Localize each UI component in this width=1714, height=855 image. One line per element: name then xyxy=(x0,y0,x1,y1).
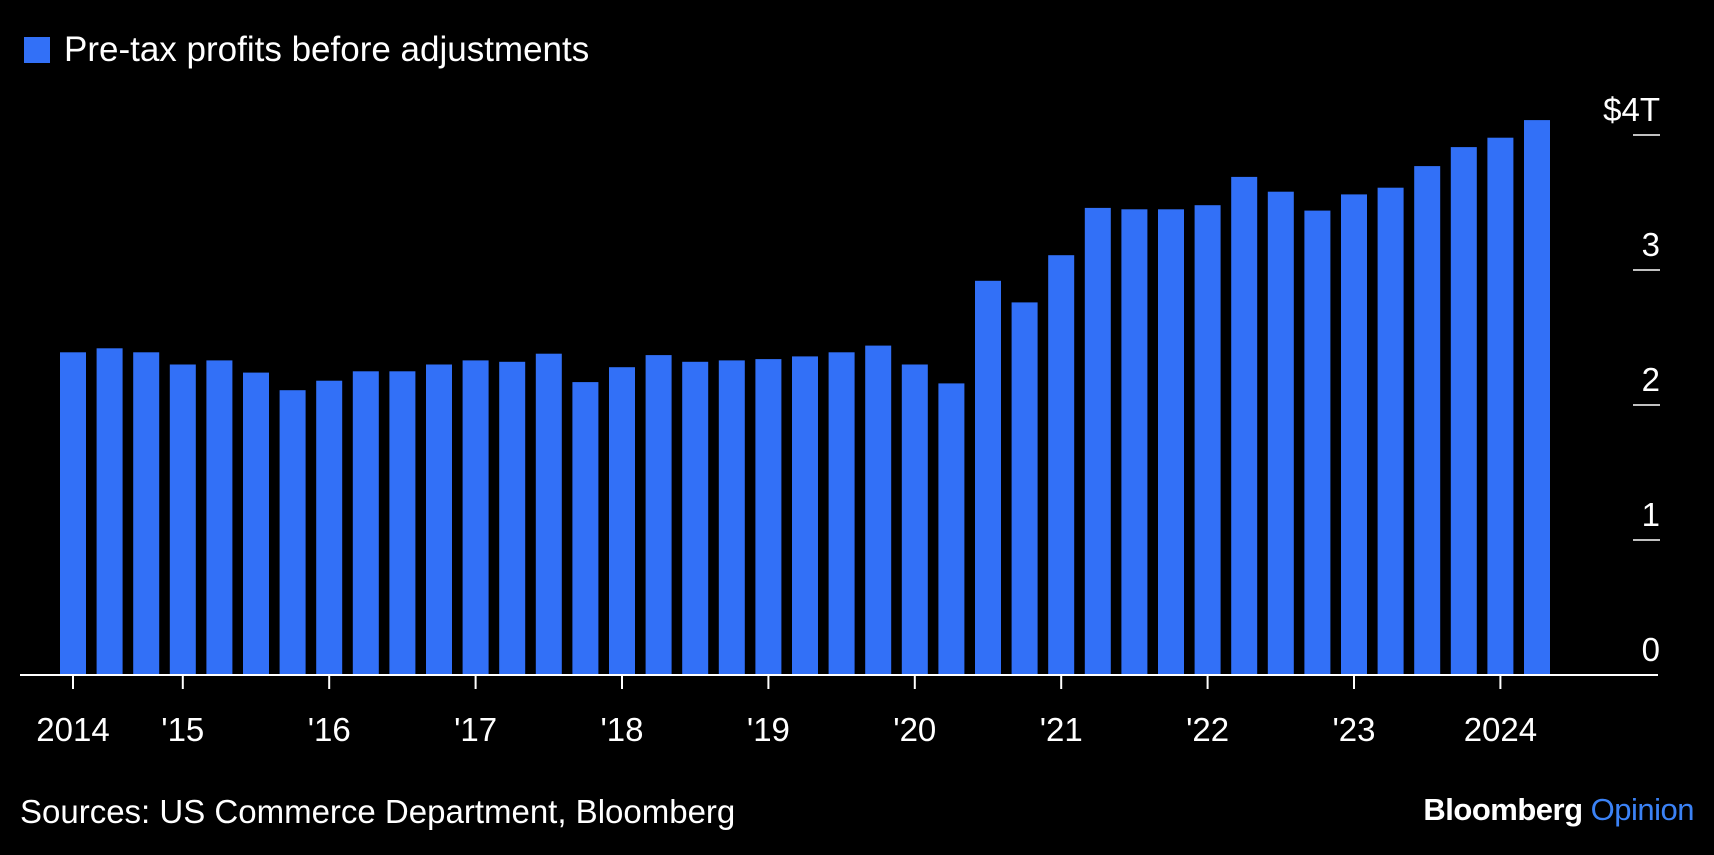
bar-14 xyxy=(572,382,599,675)
bar-5 xyxy=(243,372,269,675)
x-tick-label-2: '16 xyxy=(308,711,351,748)
y-tick-label-0: 0 xyxy=(1642,631,1660,668)
bar-19 xyxy=(755,359,782,675)
bar-34 xyxy=(1304,210,1331,675)
bar-21 xyxy=(828,352,855,675)
legend: Pre-tax profits before adjustments xyxy=(24,30,589,70)
bar-11 xyxy=(462,360,489,675)
bar-30 xyxy=(1158,209,1184,676)
bar-35 xyxy=(1341,194,1367,675)
bar-27 xyxy=(1048,255,1075,675)
y-tick-label-3: 3 xyxy=(1642,226,1660,263)
x-tick-label-5: '19 xyxy=(747,711,790,748)
bar-23 xyxy=(901,364,928,675)
brand-opinion: Opinion xyxy=(1590,792,1695,827)
bar-8 xyxy=(352,371,379,676)
bar-24 xyxy=(938,383,965,675)
brand-bloomberg: Bloomberg xyxy=(1423,792,1583,827)
brand-logo: Bloomberg Opinion xyxy=(1423,792,1694,828)
bar-13 xyxy=(535,353,562,675)
x-tick-label-10: 2024 xyxy=(1464,711,1537,748)
bar-15 xyxy=(609,367,635,675)
bar-40 xyxy=(1524,120,1550,676)
bar-1 xyxy=(96,348,123,675)
x-tick-label-9: '23 xyxy=(1332,711,1375,748)
bar-4 xyxy=(206,360,233,675)
x-tick-labels: 2014 '15 '16 '17 '18 '19 '20 '21 '22 '23 2024 xyxy=(36,675,1537,748)
bar-25 xyxy=(975,280,1001,675)
bar-12 xyxy=(499,361,526,675)
bar-7 xyxy=(316,380,343,675)
y-tick-label-1: 1 xyxy=(1642,496,1660,533)
bar-32 xyxy=(1231,176,1258,675)
y-tick-labels: 0 1 2 3 $4T xyxy=(1603,91,1660,668)
x-tick-label-6: '20 xyxy=(893,711,936,748)
bars xyxy=(60,120,1550,676)
bar-17 xyxy=(682,361,709,675)
x-tick-label-1: '15 xyxy=(161,711,204,748)
bar-2 xyxy=(133,352,160,675)
bar-39 xyxy=(1487,137,1514,675)
bar-33 xyxy=(1267,191,1294,675)
x-tick-label-7: '21 xyxy=(1040,711,1083,748)
bar-31 xyxy=(1194,205,1221,675)
x-tick-label-3: '17 xyxy=(454,711,497,748)
bar-22 xyxy=(865,345,892,675)
bar-29 xyxy=(1121,209,1148,676)
source-note: Sources: US Commerce Department, Bloombe… xyxy=(20,793,736,830)
bar-16 xyxy=(645,355,672,675)
bar-3 xyxy=(169,364,196,675)
x-tick-label-4: '18 xyxy=(600,711,643,748)
bar-6 xyxy=(279,390,306,675)
y-tick-marks xyxy=(1633,134,1660,541)
bar-10 xyxy=(426,364,452,675)
legend-swatch xyxy=(24,37,50,63)
x-tick-label-8: '22 xyxy=(1186,711,1229,748)
bar-37 xyxy=(1414,166,1441,675)
legend-label: Pre-tax profits before adjustments xyxy=(64,30,590,69)
bar-0 xyxy=(60,352,86,675)
bar-18 xyxy=(718,360,745,675)
bar-9 xyxy=(389,371,416,676)
bar-28 xyxy=(1084,207,1111,675)
y-tick-label-2: 2 xyxy=(1642,361,1660,398)
bar-20 xyxy=(792,356,818,675)
bar-26 xyxy=(1011,302,1038,675)
bar-38 xyxy=(1450,147,1477,676)
y-tick-label-4: $4T xyxy=(1603,91,1660,128)
bar-36 xyxy=(1377,187,1404,675)
x-tick-label-0: 2014 xyxy=(36,711,109,748)
